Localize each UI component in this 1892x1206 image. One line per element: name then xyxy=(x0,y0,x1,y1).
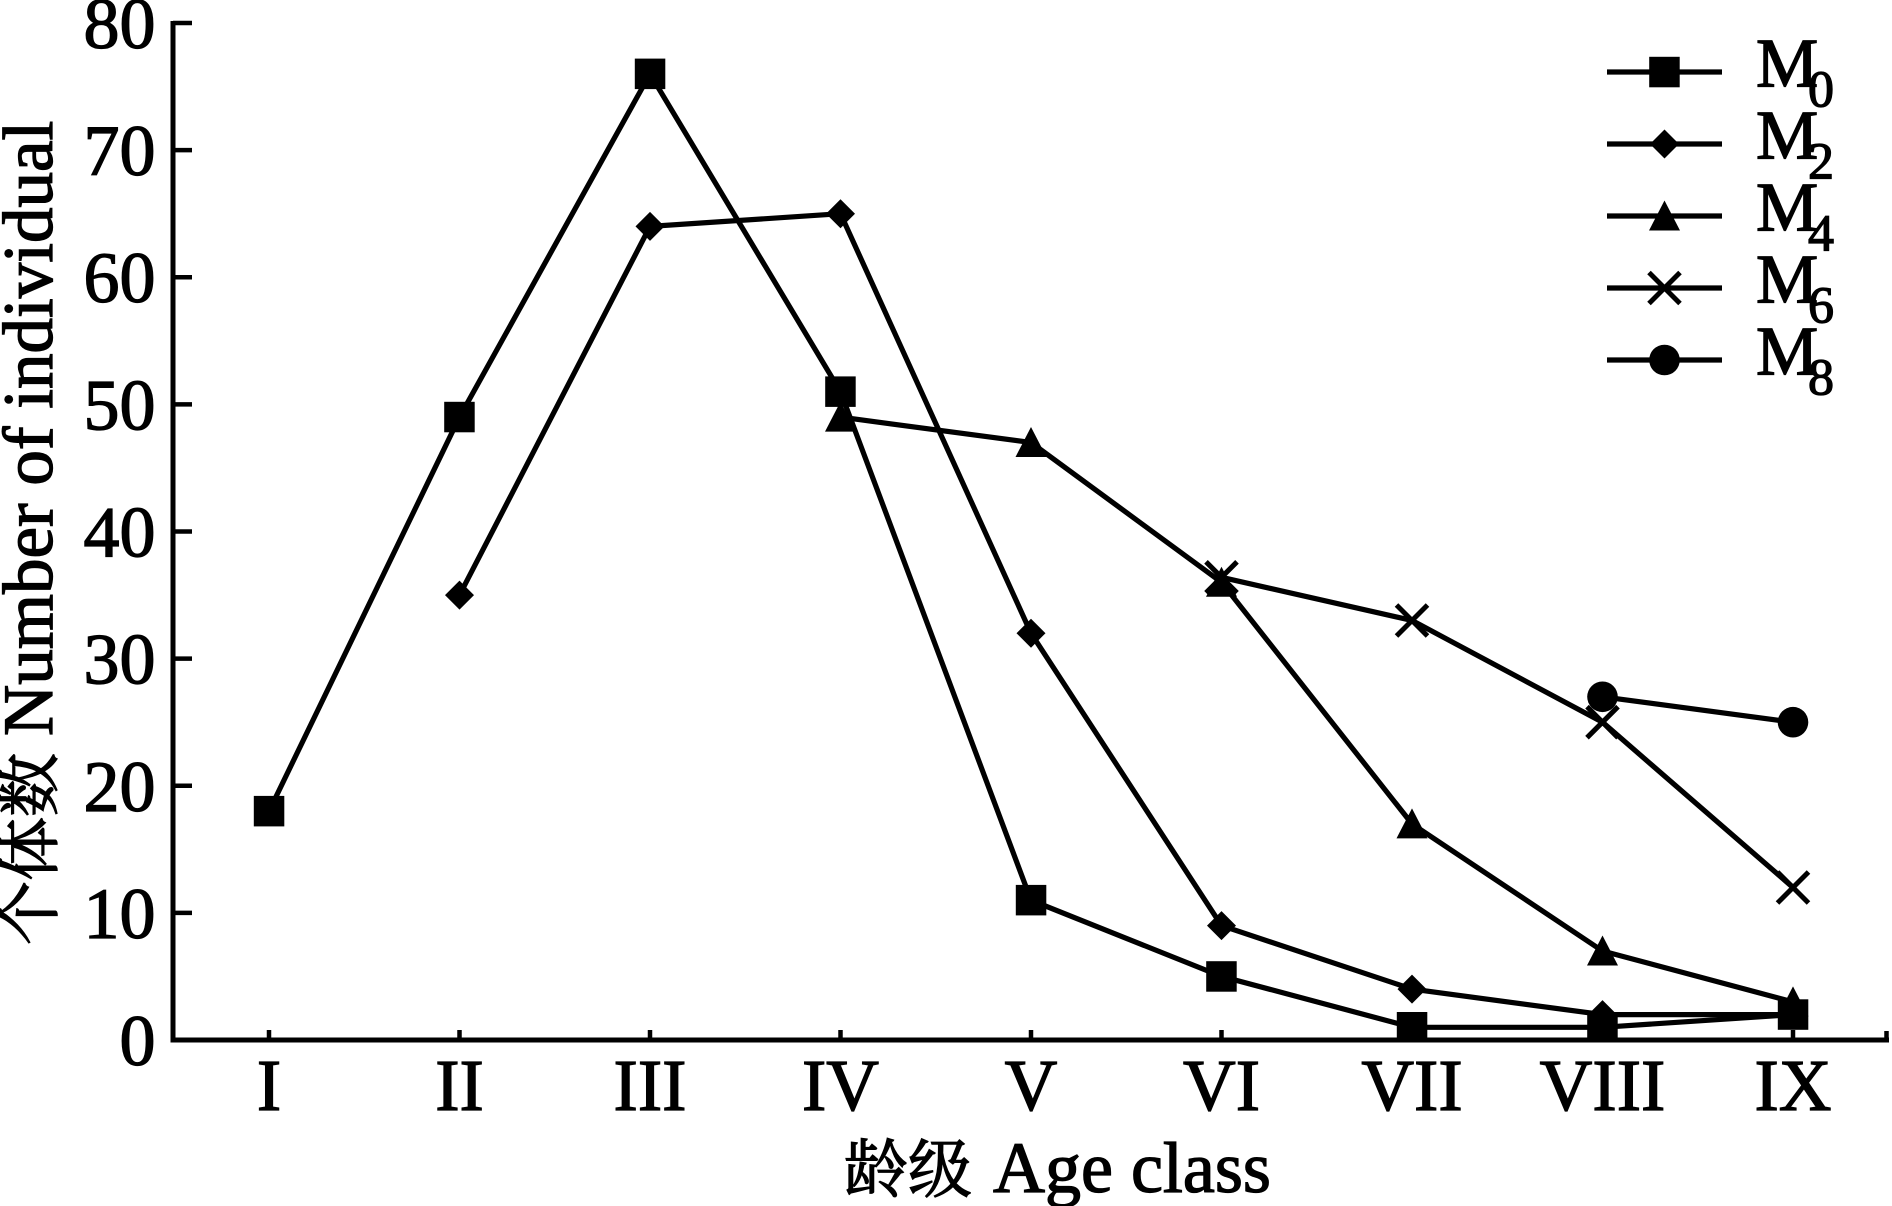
svg-text:0: 0 xyxy=(1808,62,1834,119)
svg-text:M: M xyxy=(1756,26,1818,103)
svg-text:80: 80 xyxy=(84,0,156,64)
svg-text:M: M xyxy=(1756,314,1818,391)
svg-text:M: M xyxy=(1756,242,1818,319)
svg-text:M: M xyxy=(1756,170,1818,247)
svg-text:I: I xyxy=(257,1045,281,1126)
svg-text:II: II xyxy=(435,1045,484,1126)
svg-text:30: 30 xyxy=(84,620,156,700)
svg-text:10: 10 xyxy=(84,874,156,954)
svg-text:M: M xyxy=(1756,98,1818,175)
svg-text:III: III xyxy=(614,1045,687,1126)
svg-text:Age class: Age class xyxy=(993,1128,1271,1206)
svg-text:70: 70 xyxy=(84,111,156,191)
svg-text:60: 60 xyxy=(84,238,156,318)
svg-text:VIII: VIII xyxy=(1540,1045,1666,1126)
svg-text:IV: IV xyxy=(802,1045,879,1126)
svg-text:Number of individual: Number of individual xyxy=(0,121,68,736)
svg-text:0: 0 xyxy=(120,1001,156,1081)
svg-text:VI: VI xyxy=(1183,1045,1260,1126)
svg-text:6: 6 xyxy=(1808,278,1834,335)
svg-text:2: 2 xyxy=(1808,134,1834,191)
svg-text:8: 8 xyxy=(1808,350,1834,407)
svg-text:20: 20 xyxy=(84,747,156,827)
svg-text:IX: IX xyxy=(1754,1045,1831,1126)
svg-text:VII: VII xyxy=(1361,1045,1462,1126)
svg-text:V: V xyxy=(1005,1045,1058,1126)
svg-text:4: 4 xyxy=(1808,206,1834,263)
svg-text:50: 50 xyxy=(84,365,156,445)
svg-text:40: 40 xyxy=(84,493,156,573)
